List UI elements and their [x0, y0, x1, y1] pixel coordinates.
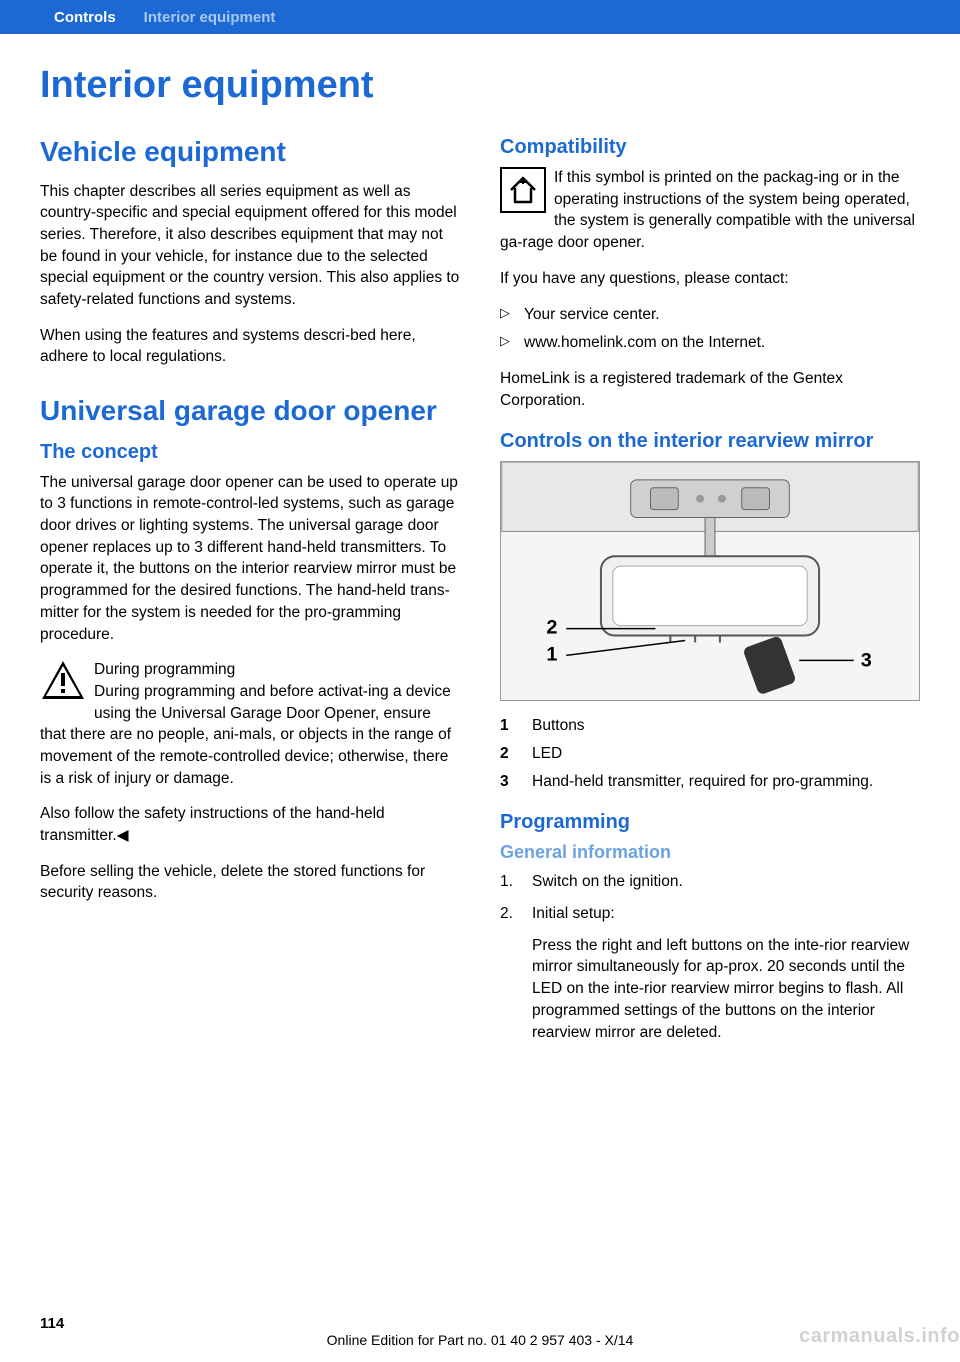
concept-p1: The universal garage door opener can be …: [40, 472, 460, 646]
vehicle-equipment-p2: When using the features and systems desc…: [40, 325, 460, 368]
content-area: Interior equipment Vehicle equipment Thi…: [0, 34, 960, 1057]
diagram-label-1: 1: [546, 644, 557, 666]
trademark-p: HomeLink is a registered trademark of th…: [500, 368, 920, 411]
legend-list: 1Buttons 2LED 3Hand-held transmitter, re…: [500, 715, 920, 792]
diagram-label-2: 2: [546, 617, 557, 639]
vehicle-equipment-p1: This chapter describes all series equipm…: [40, 181, 460, 311]
warning-body: During programming and before activat‐in…: [40, 683, 451, 787]
compat-p2: If you have any questions, please contac…: [500, 268, 920, 290]
mirror-diagram: 2 1 3: [500, 461, 920, 701]
page-title: Interior equipment: [40, 64, 920, 107]
watermark: carmanuals.info: [799, 1325, 960, 1348]
section-vehicle-equipment: Vehicle equipment: [40, 135, 460, 169]
section-garage-door: Universal garage door opener: [40, 394, 460, 428]
warning-block: During programming During programming an…: [40, 659, 460, 789]
bullet-homelink: www.homelink.com on the Internet.: [500, 331, 920, 354]
compat-block: If this symbol is printed on the packag‐…: [500, 167, 920, 254]
page-number: 114: [40, 1315, 64, 1332]
subsection-controls-mirror: Controls on the interior rearview mirror: [500, 429, 920, 453]
right-column: Compatibility If this symbol is printed …: [500, 135, 920, 1057]
delete-p: Before selling the vehicle, delete the s…: [40, 861, 460, 904]
step-2-detail: Press the right and left buttons on the …: [532, 935, 920, 1043]
subsubsection-general-info: General information: [500, 842, 920, 863]
subsection-programming: Programming: [500, 810, 920, 834]
header-bar: Controls Interior equipment: [0, 0, 960, 34]
compat-bullets: Your service center. www.homelink.com on…: [500, 303, 920, 354]
warning-title: During programming: [94, 661, 235, 678]
legend-1: 1Buttons: [500, 715, 920, 737]
warning-icon: [40, 659, 86, 701]
step-1: 1.Switch on the ignition.: [500, 871, 920, 893]
header-tab-interior: Interior equipment: [130, 9, 290, 26]
subsection-compatibility: Compatibility: [500, 135, 920, 159]
compat-p1: If this symbol is printed on the packag‐…: [500, 169, 915, 251]
header-tab-controls: Controls: [40, 9, 130, 26]
bullet-service-center: Your service center.: [500, 303, 920, 326]
safety-p: Also follow the safety instructions of t…: [40, 803, 460, 846]
programming-steps: 1.Switch on the ignition. 2.Initial setu…: [500, 871, 920, 1043]
legend-3: 3Hand-held transmitter, required for pro…: [500, 771, 920, 793]
diagram-label-3: 3: [861, 650, 872, 672]
left-column: Vehicle equipment This chapter describes…: [40, 135, 460, 1057]
step-2: 2.Initial setup: Press the right and lef…: [500, 903, 920, 1043]
subsection-concept: The concept: [40, 440, 460, 464]
house-icon: [500, 167, 546, 213]
legend-2: 2LED: [500, 743, 920, 765]
